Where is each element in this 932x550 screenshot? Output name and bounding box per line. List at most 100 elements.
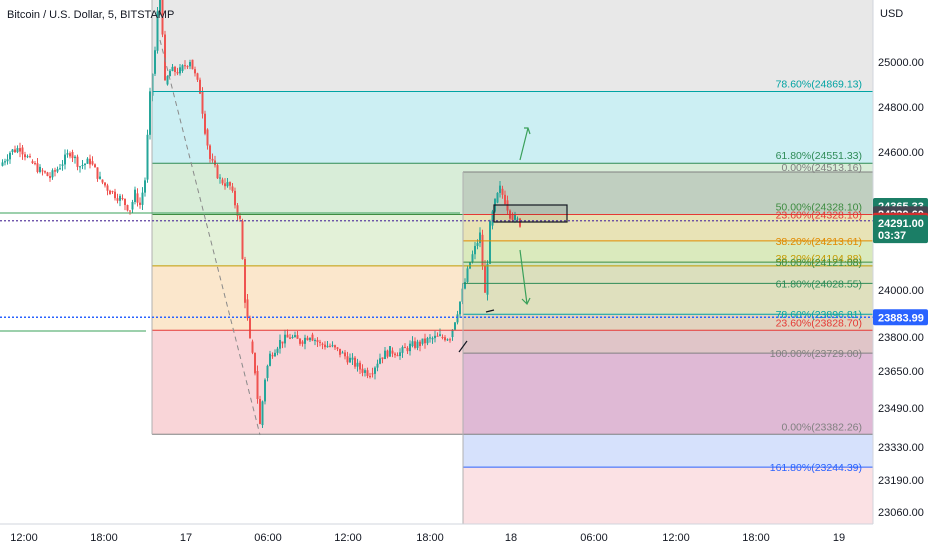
fib-right-level-label: 50.00%(24121.08) xyxy=(776,257,862,269)
price-tick-label: 24600.00 xyxy=(878,147,924,159)
fib-left-zone xyxy=(152,265,873,331)
candle-body xyxy=(174,66,176,72)
candle-body xyxy=(189,61,191,67)
candle-body xyxy=(471,254,474,263)
candle-body xyxy=(364,370,366,373)
price-badge-label: 23883.99 xyxy=(878,312,924,324)
candle-body xyxy=(496,192,499,203)
time-tick-label: 18:00 xyxy=(90,532,118,544)
candle-body xyxy=(439,334,441,336)
candle-body xyxy=(246,299,249,319)
candle-body xyxy=(54,170,56,172)
candle-body xyxy=(201,91,204,114)
time-axis[interactable] xyxy=(0,524,932,550)
candle-body xyxy=(396,355,399,357)
candle-body xyxy=(341,352,344,354)
candle-body xyxy=(324,344,326,348)
candle-body xyxy=(219,177,221,179)
candle-body xyxy=(384,350,386,360)
candle-body xyxy=(489,221,491,264)
candle-body xyxy=(31,161,34,164)
candle-body xyxy=(314,340,316,342)
candle-body xyxy=(119,195,121,201)
candle-body xyxy=(156,11,159,51)
fib-right-level-label: 38.20%(24213.61) xyxy=(776,236,862,248)
candle-body xyxy=(406,347,409,352)
candle-body xyxy=(369,375,371,378)
candle-body xyxy=(284,334,286,344)
fib-right-zone xyxy=(463,353,873,435)
candle-body xyxy=(451,329,454,337)
candle-body xyxy=(299,338,301,344)
candle-body xyxy=(196,73,199,80)
candle-body xyxy=(216,165,219,179)
fib-right-zone xyxy=(463,467,873,524)
price-badges: 24365.3324329.6024301.2224291.0003:37238… xyxy=(873,197,928,326)
trend-line xyxy=(159,39,261,436)
candle-body xyxy=(356,362,359,367)
time-tick-label: 12:00 xyxy=(334,532,362,544)
candle-body xyxy=(149,91,151,135)
candle-body xyxy=(371,373,374,375)
candle-body xyxy=(109,190,111,195)
candle-body xyxy=(269,353,271,366)
fib-left-level-label: 23.60%(23828.70) xyxy=(776,317,862,329)
candle-body xyxy=(259,399,261,424)
candle-body xyxy=(424,338,426,344)
candle-body xyxy=(334,345,336,348)
fib-left-level-label: 0.00%(23382.26) xyxy=(781,421,862,433)
candle-body xyxy=(254,352,256,374)
candle-body xyxy=(276,348,279,353)
candle-body xyxy=(421,338,424,344)
candle-body xyxy=(184,65,186,67)
candle-body xyxy=(126,205,129,211)
candle-body xyxy=(39,166,41,172)
time-tick-label: 12:00 xyxy=(10,532,38,544)
candle-body xyxy=(366,370,369,376)
candle-body xyxy=(79,166,81,168)
candle-body xyxy=(361,368,364,373)
candle-body xyxy=(344,352,346,357)
fib-lines: 78.60%(24869.13) 61.80%(24551.33) 50.00%(2… xyxy=(0,0,873,524)
price-badge xyxy=(873,215,928,244)
fib-left-level-label: 61.80%(24551.33) xyxy=(776,150,862,162)
price-badge-label: 24291.00 xyxy=(878,218,924,230)
candle-body xyxy=(466,268,469,282)
candle-body xyxy=(96,167,99,179)
candle-body xyxy=(129,210,131,212)
time-tick-label: 17 xyxy=(180,532,192,544)
candle-body xyxy=(211,158,214,161)
candle-body xyxy=(236,205,239,216)
candle-body xyxy=(376,363,379,368)
candle-body xyxy=(351,357,354,360)
candle-body xyxy=(244,259,246,303)
price-tick-label: 24800.00 xyxy=(878,102,924,114)
candle-body xyxy=(99,176,101,179)
candle-body xyxy=(161,0,164,35)
candle-body xyxy=(9,152,11,160)
candle-body xyxy=(199,79,201,94)
candle-body xyxy=(29,156,31,158)
candle-body xyxy=(426,338,429,344)
candle-body xyxy=(224,183,226,187)
candle-body xyxy=(311,334,314,341)
candle-body xyxy=(416,341,419,348)
price-badge xyxy=(873,309,928,326)
candle-body xyxy=(399,352,401,356)
candle-body xyxy=(516,218,519,220)
candle-body xyxy=(319,341,321,343)
candle-body xyxy=(329,345,331,347)
price-tick-label: 23330.00 xyxy=(878,442,924,454)
price-ticks: 25000.00 24800.00 24600.00 24000.00 23800.00… xyxy=(878,57,924,519)
arrow-down-drawing xyxy=(519,249,531,306)
price-tick-label: 23490.00 xyxy=(878,403,924,415)
fib-left-zone xyxy=(152,91,873,164)
candle-body xyxy=(514,215,516,220)
candle-body xyxy=(304,337,306,344)
time-tick-label: 18 xyxy=(505,532,517,544)
candle-body xyxy=(484,265,486,293)
candle-body xyxy=(279,339,281,349)
price-axis[interactable] xyxy=(873,0,932,524)
time-tick-label: 06:00 xyxy=(254,532,282,544)
